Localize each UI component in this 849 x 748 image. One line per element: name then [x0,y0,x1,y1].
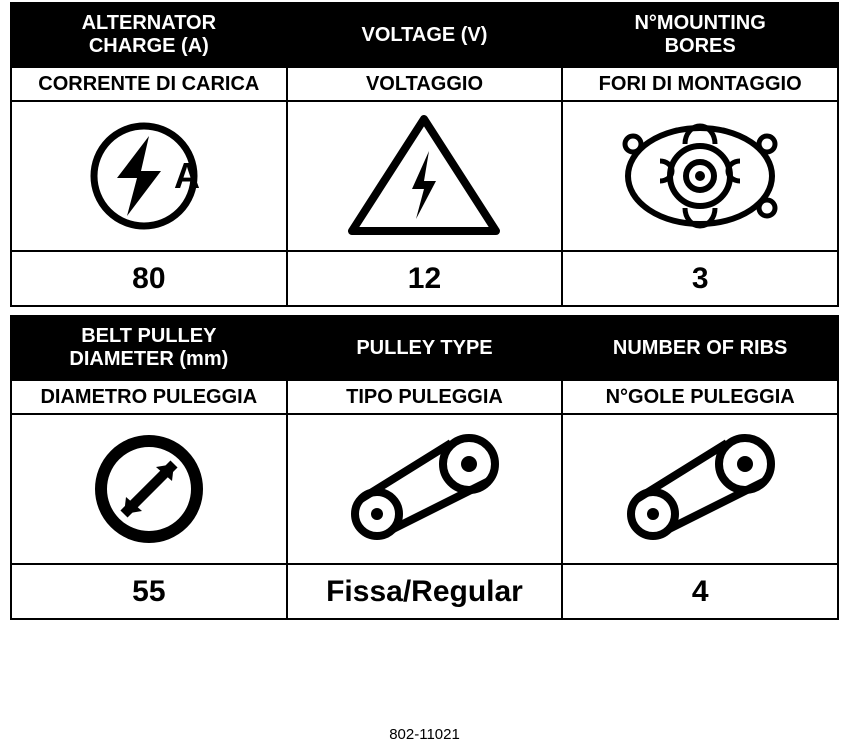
part-number: 802-11021 [0,726,849,743]
icon-cell-2 [562,101,838,251]
header-en-3: BELT PULLEYDIAMETER (mm) [11,316,287,380]
header-en-text: VOLTAGE (V) [362,24,488,46]
amp-circle-icon: A [79,116,219,236]
header-en-text: PULLEY TYPE [356,337,492,359]
header-en-text: NUMBER OF RIBS [613,337,787,359]
header-en-text: N°MOUNTINGBORES [634,12,765,57]
header-it-2: FORI DI MONTAGGIO [562,67,838,101]
icon-cell-3 [11,414,287,564]
icon-cell-0: A [11,101,287,251]
value-cell-5: 4 [562,564,838,619]
header-it-text: N°GOLE PULEGGIA [606,386,795,408]
voltage-triangle-icon [344,111,504,241]
header-it-1: VOLTAGGIO [287,67,563,101]
header-en-1: VOLTAGE (V) [287,3,563,67]
header-it-text: TIPO PULEGGIA [346,386,503,408]
diameter-arrow-icon [84,429,214,549]
value-text: 3 [692,262,709,295]
header-it-4: TIPO PULEGGIA [287,380,563,414]
value-cell-4: Fissa/Regular [287,564,563,619]
svg-text:A: A [174,155,200,196]
value-text: 4 [692,575,709,608]
header-en-0: ALTERNATORCHARGE (A) [11,3,287,67]
header-it-text: CORRENTE DI CARICA [38,73,259,95]
header-it-5: N°GOLE PULEGGIA [562,380,838,414]
value-text: 55 [132,575,165,608]
header-it-text: VOLTAGGIO [366,73,483,95]
value-cell-0: 80 [11,251,287,306]
icon-cell-5 [562,414,838,564]
header-it-0: CORRENTE DI CARICA [11,67,287,101]
value-cell-3: 55 [11,564,287,619]
header-en-4: PULLEY TYPE [287,316,563,380]
icon-cell-1 [287,101,563,251]
header-en-5: NUMBER OF RIBS [562,316,838,380]
pulley-belt-icon [339,429,509,549]
header-it-text: FORI DI MONTAGGIO [599,73,802,95]
header-it-3: DIAMETRO PULEGGIA [11,380,287,414]
value-text: Fissa/Regular [326,575,523,608]
value-text: 12 [408,262,441,295]
part-number-text: 802-11021 [389,726,460,743]
alternator-icon [615,116,785,236]
spec-table: ALTERNATORCHARGE (A) VOLTAGE (V) N°MOUNT… [10,2,839,620]
value-cell-2: 3 [562,251,838,306]
value-text: 80 [132,262,165,295]
header-en-2: N°MOUNTINGBORES [562,3,838,67]
header-en-text: ALTERNATORCHARGE (A) [82,12,216,57]
value-cell-1: 12 [287,251,563,306]
icon-cell-4 [287,414,563,564]
header-en-text: BELT PULLEYDIAMETER (mm) [69,325,228,370]
header-it-text: DIAMETRO PULEGGIA [40,386,257,408]
pulley-belt-icon [615,429,785,549]
